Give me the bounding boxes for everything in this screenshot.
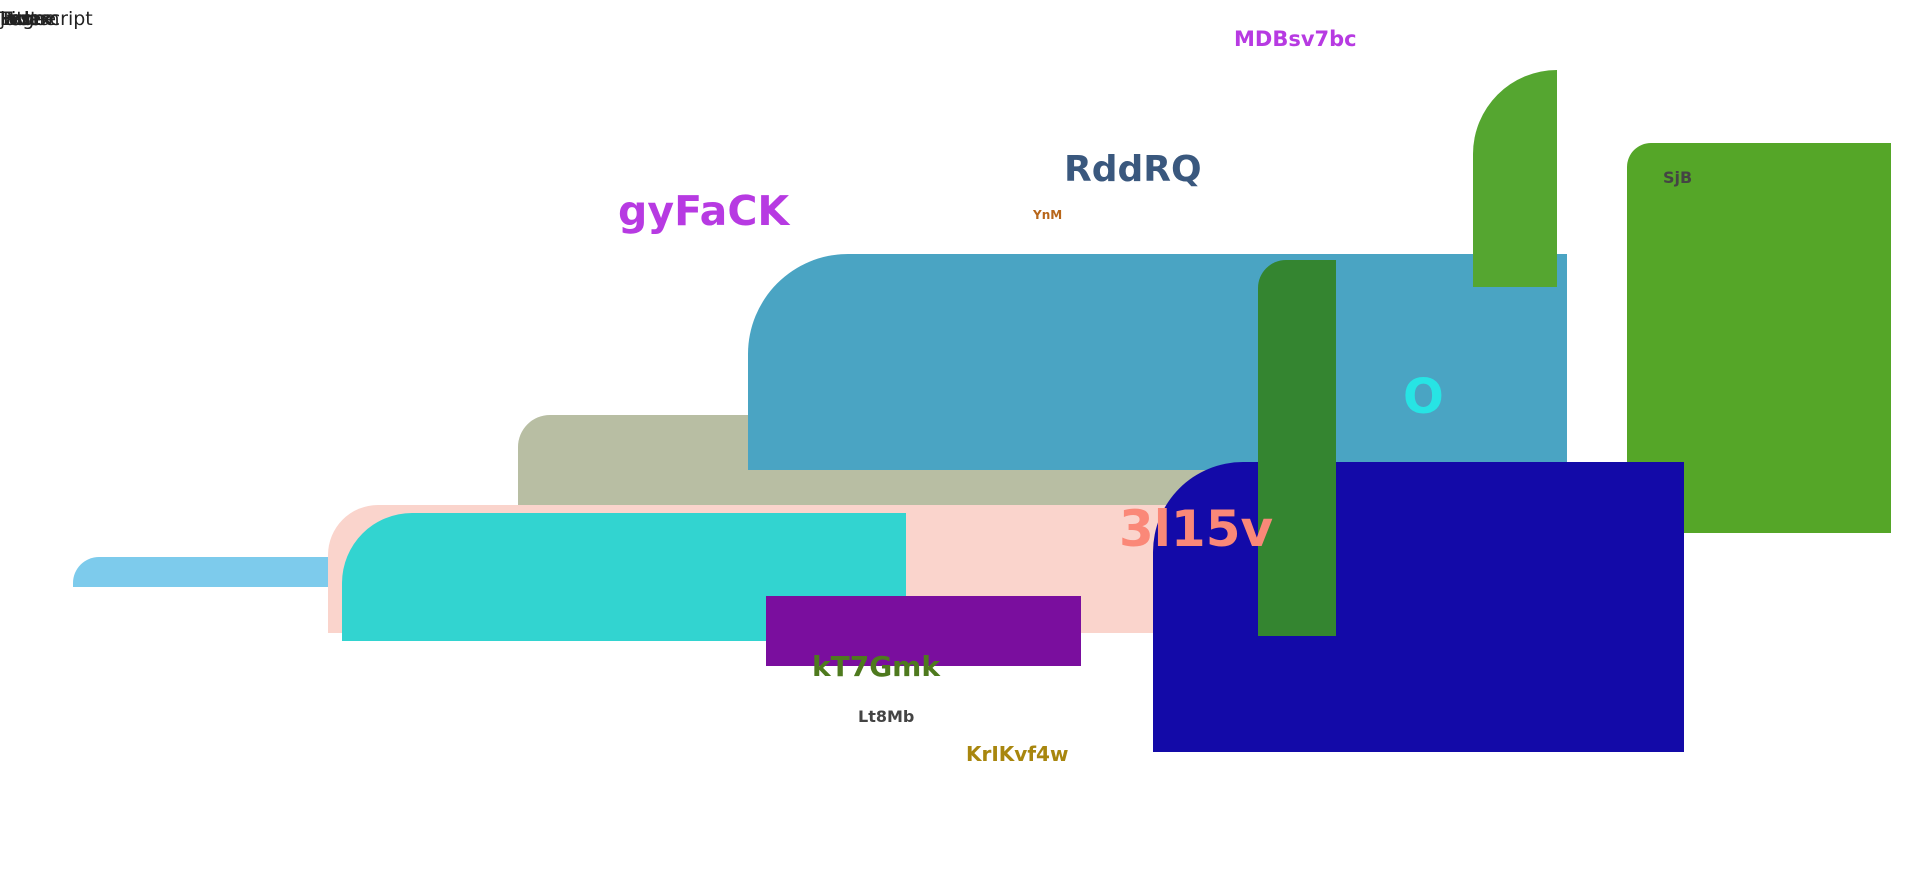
label-ynm: YnM bbox=[1033, 208, 1063, 222]
overlap-text-3: Home bbox=[0, 8, 57, 30]
navy-block bbox=[1153, 462, 1684, 752]
overlap-text-5: Title bbox=[0, 8, 41, 30]
overlap-text-6: Test bbox=[0, 8, 38, 30]
label-rddrq: RddRQ bbox=[1064, 149, 1202, 190]
label-gyfack: gyFaCK bbox=[618, 187, 790, 235]
label-krikvf4w: KrIKvf4w bbox=[966, 742, 1069, 766]
overlap-text-4: Page bbox=[0, 8, 46, 30]
overlap-text-7: Lorem bbox=[0, 8, 60, 30]
label-3l15v: 3l15v bbox=[1119, 500, 1274, 558]
label-o: O bbox=[1403, 369, 1444, 425]
purple-bar bbox=[766, 596, 1081, 666]
label-mdbsv7bc: MDBsv7bc bbox=[1234, 27, 1357, 51]
label-sjb: SjB bbox=[1663, 168, 1693, 187]
overlap-text-8: Index bbox=[0, 8, 53, 30]
overlapping-text-stack: javascript Foo Home Page Title Test Lore… bbox=[0, 8, 120, 30]
green-tab bbox=[1473, 70, 1557, 287]
steel-blue-block bbox=[748, 254, 1567, 470]
dark-green-column bbox=[1258, 260, 1336, 636]
label-kt7gmk: kT7Gmk bbox=[812, 650, 940, 683]
label-lt8mb: Lt8Mb bbox=[858, 707, 915, 726]
overlap-text-2: Foo bbox=[0, 8, 34, 30]
overlap-text-1: javascript bbox=[0, 8, 93, 30]
